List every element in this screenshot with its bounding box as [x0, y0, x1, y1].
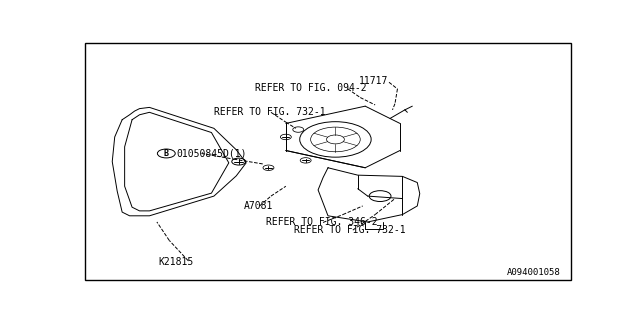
Text: A7081: A7081	[244, 202, 273, 212]
Text: REFER TO FIG. 732-1: REFER TO FIG. 732-1	[294, 225, 406, 235]
Text: B: B	[164, 149, 169, 158]
Text: 01050845D(1): 01050845D(1)	[177, 148, 247, 158]
Text: REFER TO FIG. 346-2: REFER TO FIG. 346-2	[266, 218, 378, 228]
Text: REFER TO FIG. 094-2: REFER TO FIG. 094-2	[255, 83, 366, 93]
Text: REFER TO FIG. 732-1: REFER TO FIG. 732-1	[214, 107, 326, 117]
Text: K21815: K21815	[158, 257, 194, 267]
Text: 11717: 11717	[359, 76, 388, 86]
Text: A094001058: A094001058	[507, 268, 560, 277]
